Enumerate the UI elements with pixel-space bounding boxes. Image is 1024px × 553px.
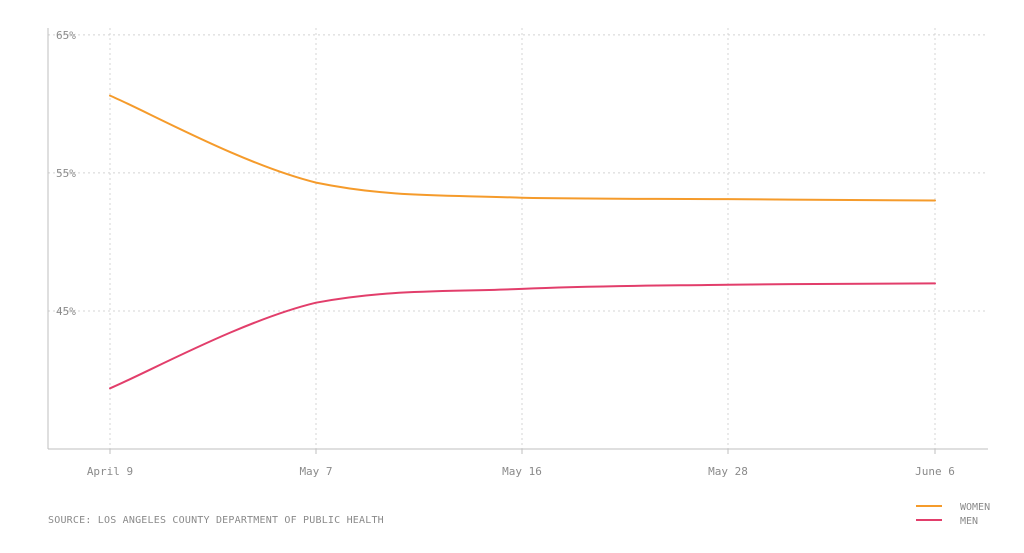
- legend: WOMEN MEN: [916, 502, 990, 527]
- legend-label-men: MEN: [960, 516, 978, 527]
- grid: [48, 28, 988, 449]
- series-line-women: [109, 94, 936, 202]
- axes: 65% 55% 45% April 9 May 7 May 16 May 28 June 6: [47, 28, 988, 478]
- y-tick-label: 45%: [56, 305, 76, 318]
- x-tick-label: May 28: [708, 465, 748, 478]
- x-tick-label: May 7: [299, 465, 332, 478]
- x-tick-label: May 16: [502, 465, 542, 478]
- source-note: SOURCE: LOS ANGELES COUNTY DEPARTMENT OF…: [48, 515, 384, 526]
- x-tick-label: June 6: [915, 465, 955, 478]
- y-tick-label: 55%: [56, 167, 76, 180]
- x-tick-label: April 9: [87, 465, 133, 478]
- legend-label-women: WOMEN: [960, 502, 990, 513]
- series-lines: [109, 94, 936, 390]
- y-tick-label: 65%: [56, 29, 76, 42]
- series-line-men: [109, 282, 936, 390]
